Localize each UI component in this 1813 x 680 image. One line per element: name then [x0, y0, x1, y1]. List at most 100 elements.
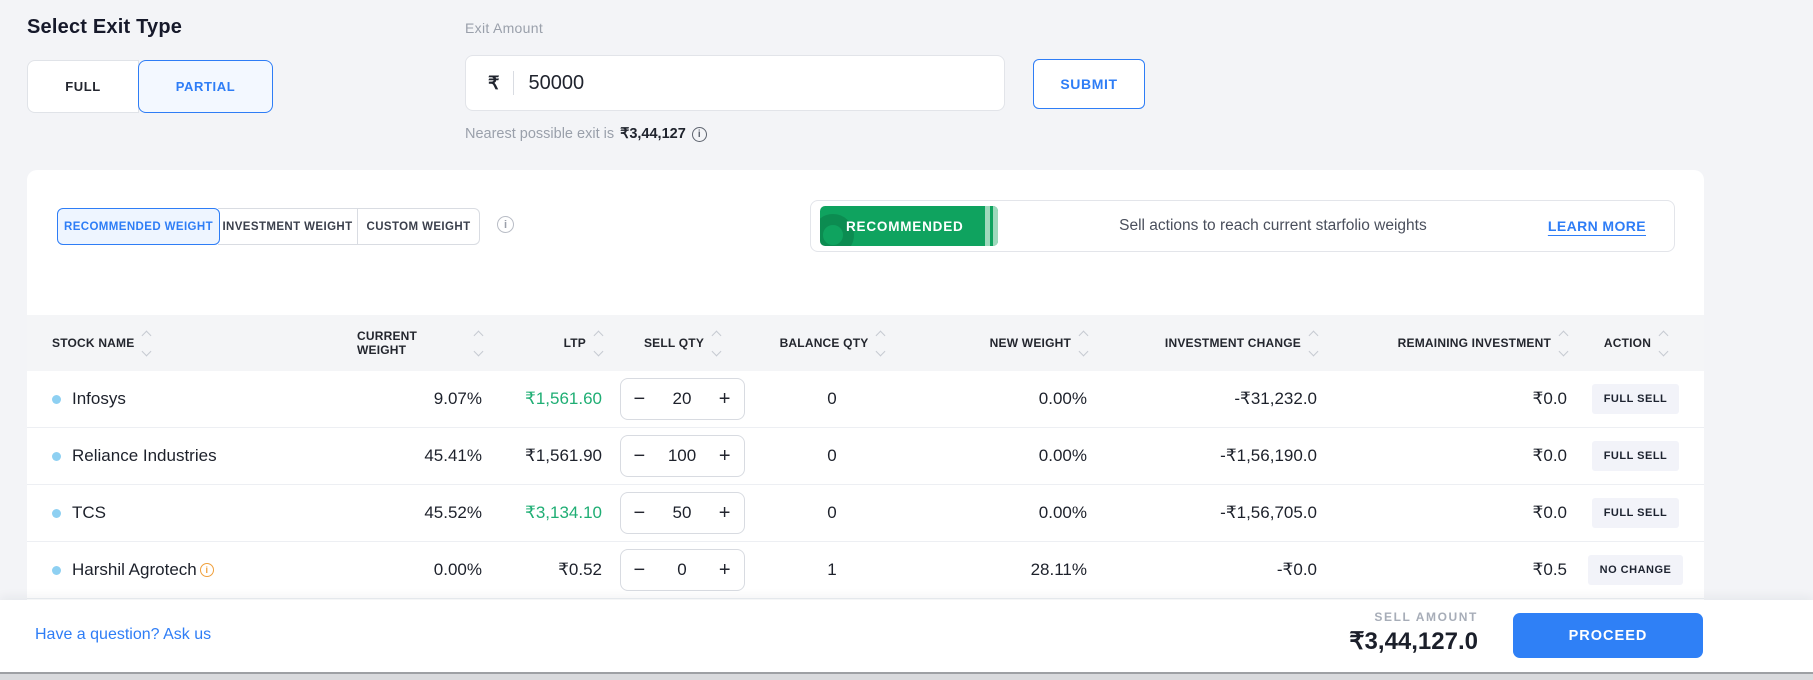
submit-button[interactable]: SUBMIT: [1033, 59, 1145, 109]
table-row: Reliance Industries 45.41% ₹1,561.90 − 1…: [27, 428, 1704, 485]
quantity-stepper[interactable]: − 50 +: [619, 492, 745, 534]
stock-dot-icon: [52, 451, 61, 461]
col-header-new-weight[interactable]: NEW WEIGHT: [912, 330, 1097, 356]
ltp-cell: ₹1,561.90: [525, 446, 602, 465]
sort-icon[interactable]: [142, 330, 152, 356]
decrement-button[interactable]: −: [633, 559, 646, 581]
banner-message: Sell actions to reach current starfolio …: [1119, 217, 1427, 234]
balance-qty-cell: 1: [827, 560, 837, 579]
balance-qty-cell: 0: [827, 446, 837, 465]
sort-icon[interactable]: [1558, 330, 1569, 356]
exit-type-toggle: FULL PARTIAL: [27, 60, 273, 113]
action-badge: NO CHANGE: [1587, 555, 1684, 585]
increment-button[interactable]: +: [718, 445, 731, 467]
rupee-icon: ₹: [488, 72, 500, 93]
stock-name-cell: Reliance Industries: [27, 446, 357, 466]
col-header-balance-qty[interactable]: BALANCE QTY: [762, 330, 912, 356]
ltp-cell: ₹0.52: [558, 560, 602, 579]
tab-custom-weight[interactable]: CUSTOM WEIGHT: [358, 208, 480, 245]
sell-qty-cell: − 50 +: [612, 492, 762, 534]
table-row: Harshil Agrotech i 0.00% ₹0.52 − 0 + 1 28…: [27, 542, 1704, 599]
remaining-investment-cell: ₹0.0: [1532, 389, 1567, 408]
quantity-stepper[interactable]: − 20 +: [619, 378, 745, 420]
action-badge: FULL SELL: [1591, 384, 1680, 414]
tabs-info-icon[interactable]: i: [497, 216, 514, 233]
remaining-investment-cell: ₹0.0: [1532, 503, 1567, 522]
sell-qty-cell: − 0 +: [612, 549, 762, 591]
sell-qty-value: 20: [672, 389, 692, 408]
sell-amount-label: SELL AMOUNT: [1374, 610, 1478, 624]
table-header-row: STOCK NAME CURRENT WEIGHT LTP SELL QTY B…: [27, 315, 1704, 371]
stock-dot-icon: [52, 508, 61, 518]
info-icon[interactable]: i: [691, 126, 707, 142]
new-weight-cell: 0.00%: [1038, 503, 1087, 522]
exit-amount-field[interactable]: ₹: [465, 55, 1005, 111]
tab-investment-weight[interactable]: INVESTMENT WEIGHT: [218, 208, 358, 245]
sell-amount-value: ₹3,44,127.0: [1349, 628, 1478, 655]
increment-button[interactable]: +: [718, 388, 731, 410]
action-badge: FULL SELL: [1591, 441, 1680, 471]
action-cell: FULL SELL: [1577, 498, 1704, 528]
stock-dot-icon: [52, 565, 61, 575]
increment-button[interactable]: +: [718, 502, 731, 524]
investment-change-cell: -₹1,56,190.0: [1220, 446, 1317, 465]
warning-icon[interactable]: i: [199, 563, 214, 577]
col-header-investment-change[interactable]: INVESTMENT CHANGE: [1097, 330, 1327, 356]
action-cell: FULL SELL: [1577, 384, 1704, 414]
recommended-badge-label: RECOMMENDED: [846, 218, 964, 234]
increment-button[interactable]: +: [718, 559, 731, 581]
col-header-remaining-investment[interactable]: REMAINING INVESTMENT: [1327, 330, 1577, 356]
recommended-banner: RECOMMENDED Sell actions to reach curren…: [810, 200, 1675, 252]
investment-change-cell: -₹31,232.0: [1234, 389, 1317, 408]
decrement-button[interactable]: −: [633, 445, 646, 467]
current-weight-cell: 45.52%: [424, 503, 482, 522]
current-weight-cell: 0.00%: [433, 560, 482, 579]
col-header-sell-qty[interactable]: SELL QTY: [612, 330, 762, 356]
weight-tabs: RECOMMENDED WEIGHT INVESTMENT WEIGHT CUS…: [57, 208, 480, 245]
sort-icon[interactable]: [1658, 330, 1669, 356]
new-weight-cell: 0.00%: [1038, 389, 1087, 408]
exit-type-partial-button[interactable]: PARTIAL: [138, 60, 273, 113]
decrement-button[interactable]: −: [633, 388, 646, 410]
sell-qty-value: 100: [667, 446, 697, 465]
learn-more-link[interactable]: LEARN MORE: [1547, 218, 1646, 234]
nearest-exit-helper: Nearest possible exit is ₹3,44,127 i: [465, 126, 707, 142]
sell-qty-cell: − 20 +: [612, 378, 762, 420]
sell-qty-value: 50: [672, 503, 692, 522]
sort-icon[interactable]: [1078, 330, 1089, 356]
sell-plan-card: RECOMMENDED WEIGHT INVESTMENT WEIGHT CUS…: [27, 170, 1704, 680]
exit-amount-input[interactable]: [528, 71, 909, 95]
stocks-table: STOCK NAME CURRENT WEIGHT LTP SELL QTY B…: [27, 315, 1704, 599]
ltp-cell: ₹3,134.10: [525, 503, 602, 522]
ltp-cell: ₹1,561.60: [525, 389, 602, 408]
table-row: TCS 45.52% ₹3,134.10 − 50 + 0 0.00% -₹1,…: [27, 485, 1704, 542]
stock-name-cell: TCS: [27, 503, 357, 523]
stock-name-cell: Infosys: [27, 389, 357, 409]
quantity-stepper[interactable]: − 0 +: [619, 549, 745, 591]
quantity-stepper[interactable]: − 100 +: [619, 435, 745, 477]
badge-circle-decoration: [820, 214, 854, 246]
exit-type-full-button[interactable]: FULL: [27, 60, 139, 113]
exit-amount-label: Exit Amount: [465, 20, 544, 36]
action-cell: FULL SELL: [1577, 441, 1704, 471]
tab-recommended-weight[interactable]: RECOMMENDED WEIGHT: [57, 208, 220, 245]
window-bottom-edge: [0, 672, 1813, 680]
decrement-button[interactable]: −: [633, 502, 646, 524]
investment-change-cell: -₹1,56,705.0: [1220, 503, 1317, 522]
col-header-current-weight[interactable]: CURRENT WEIGHT: [357, 329, 492, 357]
sort-icon[interactable]: [593, 330, 604, 356]
sort-icon[interactable]: [711, 330, 722, 356]
action-badge: FULL SELL: [1591, 498, 1680, 528]
sort-icon[interactable]: [1308, 330, 1319, 356]
col-header-action[interactable]: ACTION: [1577, 330, 1704, 356]
col-header-stock-name[interactable]: STOCK NAME: [27, 330, 357, 356]
sort-icon[interactable]: [473, 330, 484, 356]
new-weight-cell: 0.00%: [1038, 446, 1087, 465]
ask-us-link[interactable]: Have a question? Ask us: [35, 626, 212, 643]
sort-icon[interactable]: [875, 330, 886, 356]
footer-bar: Have a question? Ask us SELL AMOUNT ₹3,4…: [0, 600, 1813, 672]
input-divider: [513, 71, 515, 95]
col-header-ltp[interactable]: LTP: [492, 330, 612, 356]
proceed-button[interactable]: PROCEED: [1513, 613, 1703, 658]
